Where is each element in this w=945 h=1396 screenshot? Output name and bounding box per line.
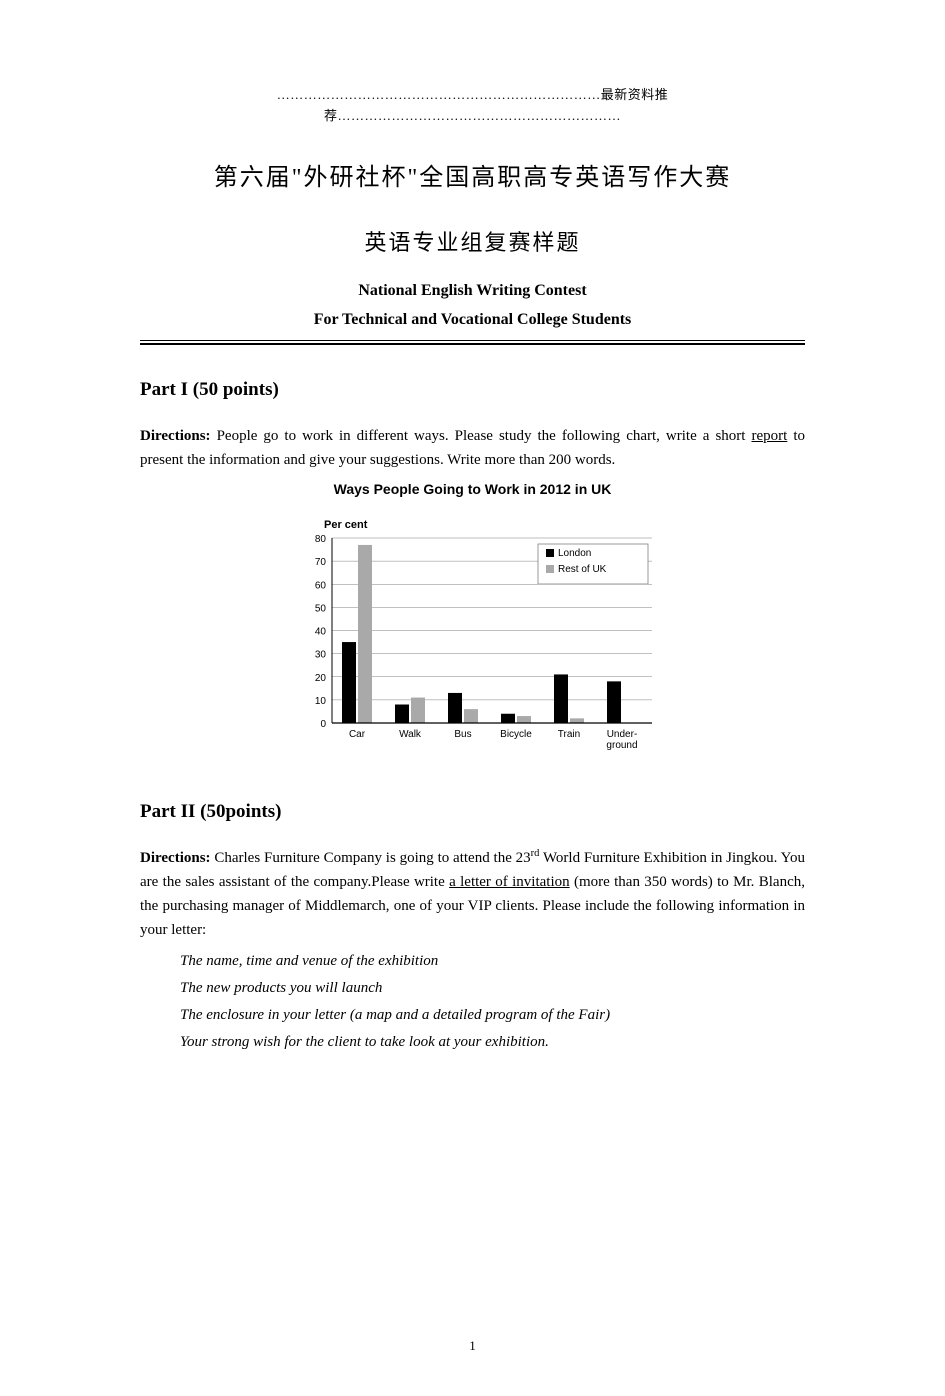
subtitle-en-line2: For Technical and Vocational College Stu…	[140, 307, 805, 333]
svg-text:Per cent: Per cent	[324, 519, 368, 531]
chart-container: Per cent 0 10 20 30 40 50 60 70 80 Car Walk Bus Bicyc…	[140, 508, 805, 763]
part2-directions-c: a letter of invitation	[449, 874, 570, 890]
svg-text:ground: ground	[606, 740, 637, 751]
header-dots-left: ………………………………………………………………	[277, 87, 601, 102]
svg-text:Train: Train	[557, 729, 579, 740]
double-rule	[140, 340, 805, 345]
svg-text:Walk: Walk	[399, 729, 422, 740]
svg-text:30: 30	[314, 650, 326, 661]
svg-text:London: London	[558, 548, 591, 559]
svg-text:10: 10	[314, 696, 326, 707]
svg-text:80: 80	[314, 534, 326, 545]
chart-title: Ways People Going to Work in 2012 in UK	[140, 478, 805, 500]
svg-text:20: 20	[314, 673, 326, 684]
part2-directions-a: Charles Furniture Company is going to at…	[211, 850, 531, 866]
page-number: 1	[140, 1336, 805, 1357]
part1-directions: Directions: People go to work in differe…	[140, 424, 805, 472]
part1-heading: Part I (50 points)	[140, 375, 805, 405]
subtitle-cn: 英语专业组复赛样题	[140, 225, 805, 260]
subtitle-en-line1: National English Writing Contest	[140, 278, 805, 304]
svg-text:Car: Car	[348, 729, 365, 740]
part1-directions-b: report	[751, 428, 787, 444]
part1-directions-label: Directions:	[140, 428, 211, 444]
svg-text:50: 50	[314, 604, 326, 615]
part2-item-1: The new products you will launch	[180, 975, 805, 1002]
main-title-cn: 第六届"外研社杯"全国高职高专英语写作大赛	[140, 159, 805, 197]
part2-directions: Directions: Charles Furniture Company is…	[140, 846, 805, 942]
svg-text:60: 60	[314, 580, 326, 591]
part2-item-3: Your strong wish for the client to take …	[180, 1029, 805, 1056]
bar-chart: Per cent 0 10 20 30 40 50 60 70 80 Car Walk Bus Bicyc…	[268, 508, 678, 763]
header-dots-right: ………………………………………………………	[338, 108, 622, 123]
svg-text:70: 70	[314, 557, 326, 568]
part2-item-0: The name, time and venue of the exhibiti…	[180, 948, 805, 975]
header-band: ………………………………………………………………最新资料推荐……………………………	[140, 85, 805, 127]
svg-text:Bicycle: Bicycle	[500, 729, 532, 740]
svg-text:Rest of UK: Rest of UK	[558, 564, 607, 575]
svg-text:0: 0	[320, 719, 326, 730]
svg-text:40: 40	[314, 627, 326, 638]
part2-item-2: The enclosure in your letter (a map and …	[180, 1002, 805, 1029]
part1-directions-a: People go to work in different ways. Ple…	[211, 428, 752, 444]
part2-list: The name, time and venue of the exhibiti…	[180, 948, 805, 1056]
part2-directions-label: Directions:	[140, 850, 211, 866]
part2-heading: Part II (50points)	[140, 797, 805, 827]
svg-text:Bus: Bus	[454, 729, 471, 740]
svg-text:Under-: Under-	[606, 729, 637, 740]
